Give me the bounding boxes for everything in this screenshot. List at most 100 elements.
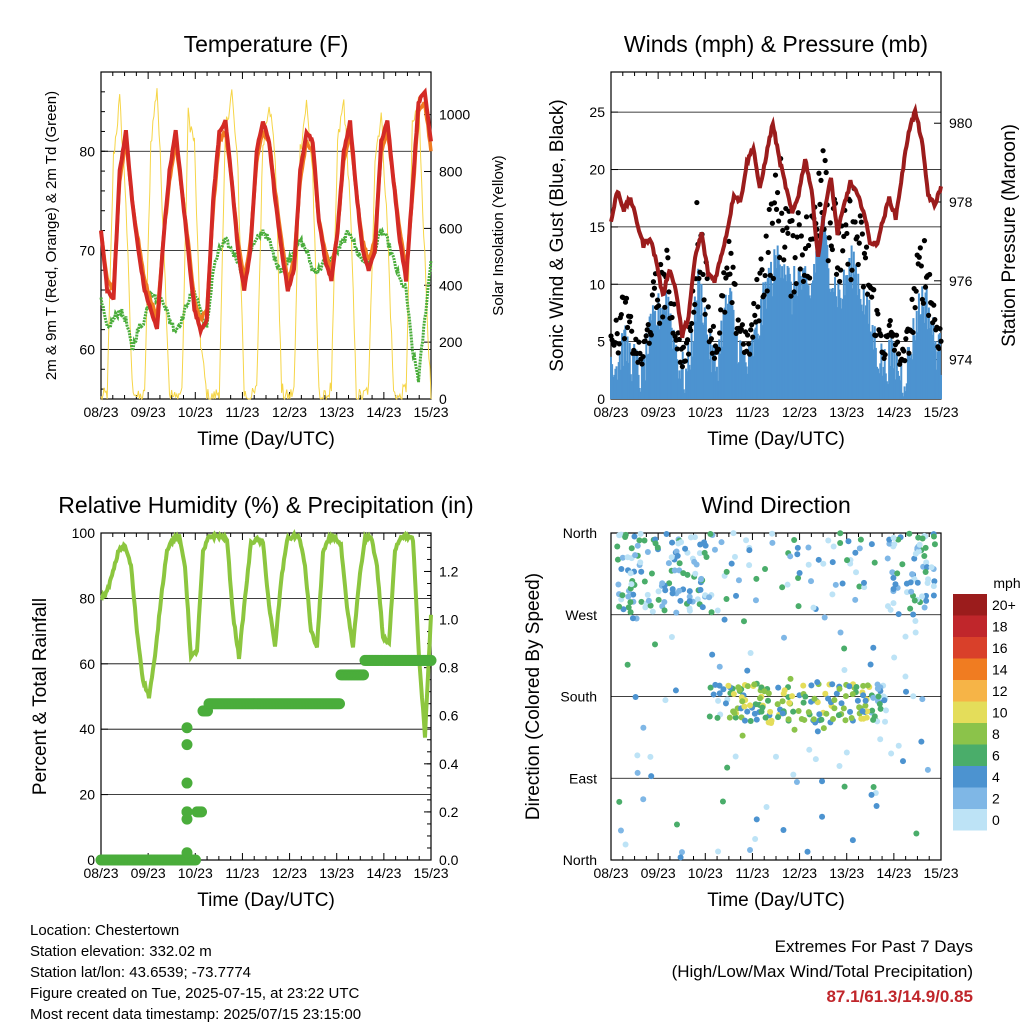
- direction-point: [808, 682, 815, 689]
- x-tick-label: 12/23: [782, 404, 817, 420]
- legend-swatch: [953, 680, 987, 702]
- direction-point: [715, 697, 722, 704]
- gust-point: [773, 206, 780, 212]
- legend-label: 4: [992, 769, 1000, 785]
- direction-point: [794, 551, 801, 558]
- y2-tick-label: 200: [439, 334, 463, 350]
- direction-point: [825, 537, 832, 544]
- gust-point: [702, 311, 708, 317]
- direction-point: [882, 718, 889, 725]
- direction-point: [877, 705, 884, 712]
- direction-point: [769, 530, 776, 537]
- direction-point: [912, 629, 919, 636]
- gust-point: [744, 332, 751, 338]
- direction-point: [686, 588, 693, 595]
- direction-point: [731, 553, 738, 560]
- direction-point: [906, 530, 913, 537]
- gust-point: [918, 263, 924, 269]
- direction-point: [812, 756, 819, 763]
- direction-point: [686, 593, 693, 600]
- direction-point: [881, 697, 888, 704]
- extremes-values: 87.1/61.3/14.9/0.85: [826, 987, 973, 1006]
- direction-point: [654, 544, 661, 551]
- direction-point: [928, 564, 935, 571]
- direction-point: [922, 544, 929, 551]
- direction-point: [874, 685, 881, 692]
- gust-point: [733, 330, 739, 336]
- direction-point: [875, 693, 882, 700]
- direction-point: [864, 708, 871, 715]
- relative-humidity-line: [100, 528, 433, 738]
- gust-point: [838, 267, 844, 273]
- gust-point: [818, 177, 824, 183]
- gust-point: [650, 279, 657, 285]
- direction-point: [719, 798, 726, 805]
- extremes-subtitle: (High/Low/Max Wind/Total Precipitation): [671, 962, 973, 981]
- gust-point: [649, 292, 655, 298]
- gust-point: [657, 320, 663, 326]
- direction-point: [805, 544, 812, 551]
- gust-point: [684, 337, 691, 343]
- direction-point: [831, 696, 838, 703]
- legend-swatch: [953, 594, 987, 616]
- legend-swatch: [953, 723, 987, 745]
- direction-point: [795, 603, 802, 610]
- direction-point: [615, 581, 622, 588]
- direction-point: [655, 588, 662, 595]
- direction-point: [741, 703, 748, 710]
- gust-point: [863, 244, 870, 250]
- direction-point: [741, 717, 748, 724]
- direction-point: [831, 705, 838, 712]
- direction-point: [641, 537, 648, 544]
- y2-tick-label: 800: [439, 164, 463, 180]
- direction-point: [838, 700, 845, 707]
- gust-point: [781, 257, 787, 263]
- legend-swatch: [953, 809, 987, 831]
- gust-point: [739, 322, 745, 328]
- direction-point: [758, 708, 765, 715]
- direction-point: [891, 541, 898, 548]
- gust-point: [637, 350, 643, 356]
- gust-point: [709, 350, 715, 356]
- gust-point: [816, 170, 822, 176]
- direction-point: [644, 591, 651, 598]
- direction-point: [899, 758, 906, 765]
- direction-point: [761, 688, 768, 695]
- direction-point: [668, 554, 675, 561]
- direction-point: [814, 679, 821, 686]
- y2-axis-label: Station Pressure (Maroon): [999, 124, 1020, 347]
- direction-point: [747, 846, 754, 853]
- direction-point: [902, 673, 909, 680]
- gust-point: [700, 271, 706, 278]
- direction-point: [726, 714, 733, 721]
- gust-point: [860, 284, 867, 290]
- direction-point: [925, 576, 932, 583]
- direction-point: [853, 683, 860, 690]
- gust-point: [817, 201, 823, 208]
- direction-point: [839, 580, 846, 587]
- direction-point: [733, 592, 740, 599]
- direction-point: [796, 569, 803, 576]
- gust-point: [727, 271, 733, 277]
- direction-point: [769, 539, 776, 546]
- direction-point: [836, 762, 843, 769]
- x-tick-label: 08/23: [593, 404, 628, 420]
- direction-point: [638, 568, 645, 575]
- gust-point: [758, 256, 764, 262]
- gust-point: [779, 210, 785, 216]
- direction-point: [625, 604, 632, 611]
- direction-point: [616, 603, 623, 610]
- direction-point: [666, 580, 673, 587]
- x-tick-label: 10/23: [178, 404, 213, 420]
- speed-legend: [953, 594, 987, 831]
- direction-point: [614, 543, 621, 550]
- direction-point: [779, 584, 786, 591]
- direction-point: [923, 597, 930, 604]
- gust-point: [829, 246, 835, 253]
- direction-point: [751, 710, 758, 717]
- y-tick-label: North: [563, 525, 597, 541]
- direction-point: [849, 691, 856, 698]
- direction-point: [686, 605, 693, 612]
- precip-point: [196, 806, 207, 818]
- y2-tick-label: 0.6: [439, 708, 459, 724]
